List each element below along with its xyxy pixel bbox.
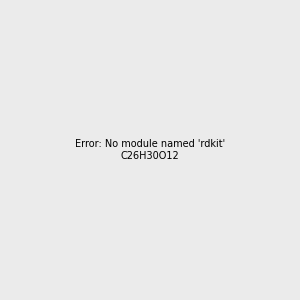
Text: Error: No module named 'rdkit'
C26H30O12: Error: No module named 'rdkit' C26H30O12 [75,139,225,161]
